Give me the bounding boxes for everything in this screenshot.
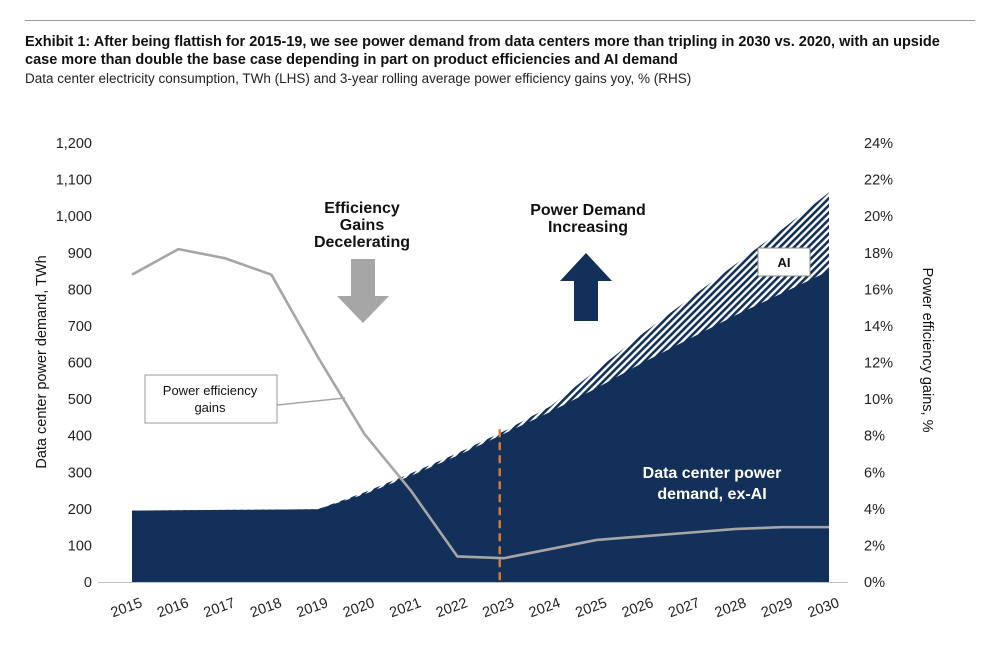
x-tick-label: 2030 [806,595,842,621]
callout-line: Power efficiency [163,383,258,398]
y-tick-label: 1,200 [56,136,92,152]
callout-box [144,374,278,424]
y2-tick-label: 20% [864,209,893,225]
y2-axis-title: Power efficiency gains, % [919,268,935,433]
y2-tick-label: 10% [864,392,893,408]
y2-tick-label: 2% [864,538,885,554]
y-axis-title: Data center power demand, TWh [34,255,50,468]
top-rule [25,20,975,21]
y-tick-label: 600 [68,356,92,372]
ai-label-box [757,247,811,277]
y2-tick-label: 12% [864,356,893,372]
exhibit-subtitle: Data center electricity consumption, TWh… [25,71,692,86]
efficiency-annotation-line: Gains [340,217,385,234]
ai-label: AI [778,255,791,270]
x-tick-label: 2017 [202,595,238,621]
callout-leader [276,397,346,406]
x-tick-label: 2029 [759,595,795,621]
x-tick-label: 2021 [388,595,424,621]
x-tick-label: 2028 [713,595,749,621]
y-tick-label: 1,000 [56,209,92,225]
y2-tick-label: 16% [864,282,893,298]
exhibit-title: Exhibit 1: After being flattish for 2015… [25,34,940,68]
y-tick-label: 300 [68,465,92,481]
x-tick-label: 2025 [573,595,609,621]
ex-ai-area [132,271,829,582]
x-tick-label: 2019 [295,595,331,621]
y-tick-label: 500 [68,392,92,408]
x-tick-label: 2020 [341,595,377,621]
callout-line: gains [194,400,226,415]
y-tick-label: 200 [68,502,92,518]
x-tick-label: 2027 [666,595,702,621]
plot-area [131,192,830,582]
y2-tick-label: 14% [864,319,893,335]
y2-tick-label: 8% [864,429,885,445]
y-tick-label: 1,100 [56,173,92,189]
y2-tick-label: 18% [864,246,893,262]
y2-tick-label: 22% [864,173,893,189]
y2-tick-label: 4% [864,502,885,518]
y-tick-label: 700 [68,319,92,335]
exai-label-line: Data center power [643,465,782,482]
x-tick-label: 2016 [155,595,191,621]
y2-tick-label: 6% [864,465,885,481]
demand-annotation-line: Power Demand [530,202,646,219]
y2-tick-label: 0% [864,575,885,591]
x-tick-label: 2024 [527,595,563,621]
x-tick-label: 2022 [434,595,470,621]
y-tick-label: 900 [68,246,92,262]
efficiency-annotation-line: Efficiency [324,200,400,217]
demand-annotation-line: Increasing [548,219,628,236]
efficiency-line [131,247,829,560]
x-tick-label: 2026 [620,595,656,621]
efficiency-annotation-line: Decelerating [314,234,410,251]
y-tick-label: 800 [68,282,92,298]
arrow-up-icon [560,253,612,321]
y-tick-label: 400 [68,429,92,445]
y-tick-label: 100 [68,538,92,554]
exai-label-line: demand, ex-AI [657,486,766,503]
y2-tick-label: 24% [864,136,893,152]
x-tick-label: 2015 [109,595,145,621]
y-tick-label: 0 [84,575,92,591]
arrow-down-icon [337,259,389,323]
x-tick-label: 2023 [480,595,516,621]
x-tick-label: 2018 [248,595,284,621]
